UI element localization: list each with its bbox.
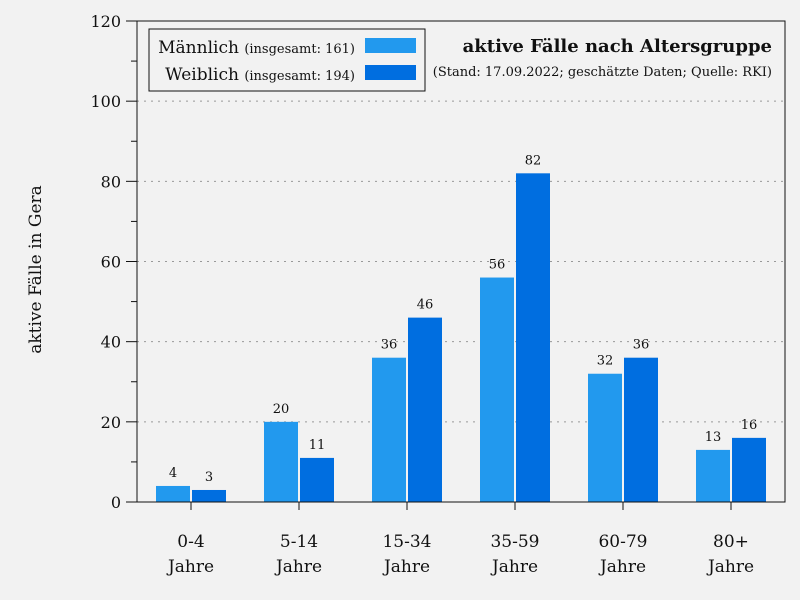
chart-subtitle: (Stand: 17.09.2022; geschätzte Daten; Qu… (433, 65, 772, 80)
legend-label: Weiblich (insgesamt: 194) (165, 65, 355, 85)
x-tick-label: 5-14 (280, 532, 318, 552)
bar-weiblich (516, 173, 550, 503)
legend: Männlich (insgesamt: 161)Weiblich (insge… (148, 28, 426, 92)
bar-weiblich (732, 437, 766, 502)
bar-maennlich (372, 357, 406, 502)
x-axis: 0-4 Jahre 5-14 Jahre 15-34 Jahre 35-59 Jahre 60-… (166, 502, 754, 577)
y-axis-label: aktive Fälle in Gera (26, 185, 46, 354)
bar-value-label: 36 (633, 338, 650, 353)
legend-series-total: (insgesamt: 161) (244, 42, 355, 57)
y-tick-label: 120 (90, 12, 121, 31)
y-tick-label: 0 (111, 493, 121, 512)
x-tick-label: 15-34 (382, 532, 431, 552)
x-tick-label: Jahre (706, 557, 754, 577)
bar-maennlich (696, 449, 730, 502)
bar-value-labels: 4 3 20 11 36 46 56 82 32 36 13 16 (169, 153, 757, 485)
x-tick-label: 60-79 (598, 532, 647, 552)
x-tick-label: Jahre (382, 557, 430, 577)
bar-maennlich (264, 421, 298, 502)
bar-weiblich (624, 357, 658, 502)
bar-value-label: 16 (741, 418, 758, 433)
bar-value-label: 20 (273, 402, 290, 417)
legend-swatch (365, 65, 416, 80)
y-tick-label: 60 (101, 253, 121, 272)
bar-weiblich (192, 489, 226, 502)
bar-value-label: 32 (597, 354, 614, 369)
x-tick-label: 0-4 (177, 532, 204, 552)
x-tick-label: 80+ (713, 532, 749, 552)
grid-lines (137, 100, 785, 423)
x-tick-label: Jahre (490, 557, 538, 577)
bars (156, 173, 766, 503)
y-tick-label: 80 (101, 172, 121, 191)
bar-value-label: 46 (417, 298, 434, 313)
bar-value-label: 56 (489, 258, 506, 273)
bar-value-label: 82 (525, 153, 542, 168)
y-axis: 0 20 40 60 80 100 120 (90, 12, 137, 512)
bar-value-label: 4 (169, 466, 177, 481)
bar-value-label: 13 (705, 430, 722, 445)
legend-series-name: Männlich (158, 38, 244, 58)
bar-value-label: 11 (309, 438, 326, 453)
x-tick-label: Jahre (166, 557, 214, 577)
legend-series-total: (insgesamt: 194) (244, 69, 355, 84)
legend-label: Männlich (insgesamt: 161) (158, 38, 355, 58)
y-tick-label: 20 (101, 413, 121, 432)
bar-weiblich (300, 457, 334, 502)
bar-value-label: 3 (205, 470, 213, 485)
bar-value-label: 36 (381, 338, 398, 353)
legend-swatch (365, 38, 416, 53)
x-tick-label: Jahre (598, 557, 646, 577)
y-tick-label: 40 (101, 333, 121, 352)
legend-series-name: Weiblich (165, 65, 244, 85)
bar-maennlich (588, 373, 622, 502)
bar-maennlich (156, 485, 190, 502)
bar-weiblich (408, 317, 442, 502)
x-tick-label: Jahre (274, 557, 322, 577)
y-tick-label: 100 (90, 92, 121, 111)
x-tick-label: 35-59 (490, 532, 539, 552)
chart-title: aktive Fälle nach Altersgruppe (463, 36, 772, 57)
bar-maennlich (480, 277, 514, 502)
